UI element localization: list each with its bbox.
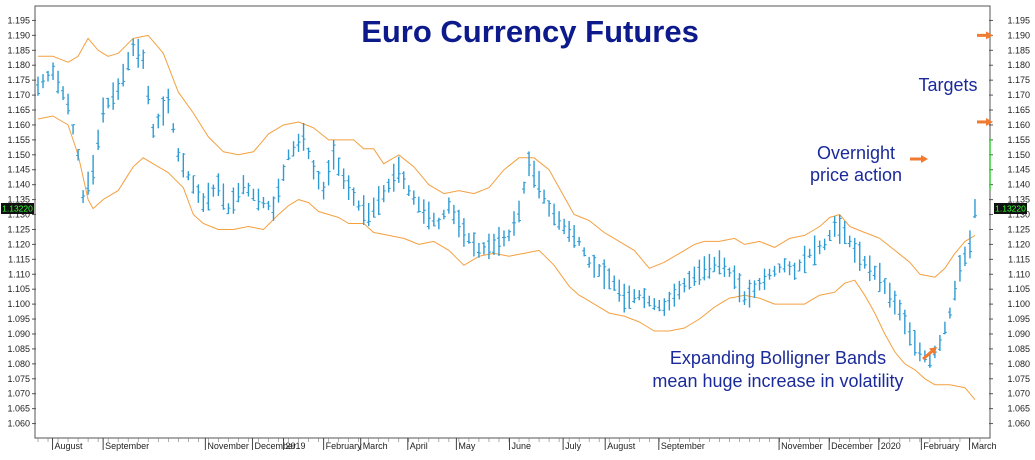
y-tick-label-right: 1.195 [1007, 15, 1030, 25]
last-price-tag-left-text: 1.13220 [2, 204, 33, 214]
x-tick-label: August [55, 441, 84, 451]
y-tick-label-right: 1.160 [1007, 120, 1030, 130]
x-tick-label: July [565, 441, 582, 451]
x-tick-label: April [410, 441, 428, 451]
x-tick-label: 2019 [286, 441, 306, 451]
y-tick-label-right: 1.110 [1008, 269, 1030, 279]
y-tick-label-right: 1.115 [1008, 254, 1030, 264]
chart-title: Euro Currency Futures [361, 14, 699, 49]
y-tick-label-right: 1.080 [1007, 359, 1030, 369]
y-tick-label-left: 1.065 [7, 404, 30, 414]
x-tick-label: September [105, 441, 149, 451]
y-tick-label-left: 1.180 [7, 60, 30, 70]
arrow-head [986, 117, 993, 126]
y-tick-label-right: 1.070 [1007, 389, 1030, 399]
y-tick-label-left: 1.135 [7, 195, 30, 205]
y-tick-label-left: 1.090 [7, 329, 30, 339]
y-tick-label-right: 1.105 [1007, 284, 1030, 294]
annotation-bands-line1: Expanding Bolligner Bands [670, 348, 886, 368]
y-tick-label-left: 1.105 [7, 284, 30, 294]
y-tick-label-left: 1.145 [7, 165, 30, 175]
y-tick-label-left: 1.130 [7, 210, 30, 220]
y-tick-label-right: 1.060 [1007, 419, 1030, 429]
upper-bollinger-band [38, 34, 976, 278]
last-price-tag-left [1, 203, 34, 214]
x-tick-label: December [254, 441, 296, 451]
target-arrow-upper [977, 31, 993, 40]
y-tick-label-right: 1.140 [1007, 180, 1030, 190]
x-tick-label: May [458, 441, 476, 451]
y-tick-label-right: 1.130 [1007, 210, 1030, 220]
x-tick-label: June [512, 441, 532, 451]
x-tick-label: November [207, 441, 249, 451]
y-tick-label-right: 1.165 [1007, 105, 1030, 115]
x-tick-label: September [661, 441, 705, 451]
y-tick-label-right: 1.190 [1007, 30, 1030, 40]
y-tick-label-left: 1.125 [7, 224, 30, 234]
y-tick-label-right: 1.075 [1007, 374, 1030, 384]
y-tick-label-right: 1.155 [1007, 135, 1030, 145]
overnight-arrow [910, 155, 928, 163]
y-tick-label-left: 1.170 [7, 90, 30, 100]
x-tick-label: March [971, 441, 996, 451]
x-tick-label: March [363, 441, 388, 451]
y-tick-label-right: 1.185 [1007, 45, 1030, 55]
lower-bollinger-band [37, 115, 976, 401]
x-tick-label: November [781, 441, 823, 451]
y-tick-label-left: 1.190 [7, 30, 30, 40]
bands-arrow [922, 347, 937, 361]
y-tick-label-left: 1.110 [8, 269, 30, 279]
y-tick-label-right: 1.120 [1007, 239, 1030, 249]
arrow-head [921, 155, 928, 163]
y-tick-label-left: 1.140 [7, 180, 30, 190]
y-tick-label-left: 1.185 [7, 45, 30, 55]
y-tick-label-right: 1.125 [1007, 224, 1030, 234]
y-tick-label-left: 1.195 [7, 15, 30, 25]
y-tick-label-left: 1.165 [7, 105, 30, 115]
y-tick-label-left: 1.150 [7, 150, 30, 160]
annotation-targets: Targets [918, 75, 977, 95]
y-tick-label-right: 1.135 [1007, 195, 1030, 205]
y-tick-label-right: 1.170 [1007, 90, 1030, 100]
y-tick-label-left: 1.085 [7, 344, 30, 354]
y-tick-label-right: 1.175 [1007, 75, 1030, 85]
arrow-head [986, 31, 993, 40]
y-tick-label-right: 1.145 [1007, 165, 1030, 175]
y-tick-label-left: 1.115 [8, 254, 30, 264]
y-tick-label-left: 1.095 [7, 314, 30, 324]
last-price-tag-right [994, 203, 1027, 214]
target-arrow-lower [977, 117, 993, 126]
annotation-bands-line2: mean huge increase in volatility [652, 371, 903, 391]
y-tick-label-right: 1.150 [1007, 150, 1030, 160]
y-tick-label-right: 1.065 [1007, 404, 1030, 414]
y-tick-label-right: 1.180 [1007, 60, 1030, 70]
x-tick-label: February [923, 441, 960, 451]
x-tick-label: December [831, 441, 873, 451]
y-tick-label-left: 1.175 [7, 75, 30, 85]
annotation-overnight-line1: Overnight [817, 143, 895, 163]
y-tick-label-right: 1.095 [1007, 314, 1030, 324]
y-tick-label-right: 1.090 [1007, 329, 1030, 339]
arrow-head [929, 347, 937, 355]
annotation-overnight-line2: price action [810, 165, 902, 185]
x-tick-label: August [607, 441, 636, 451]
y-tick-label-left: 1.100 [7, 299, 30, 309]
y-tick-label-left: 1.155 [7, 135, 30, 145]
last-price-tag-right-text: 1.13220 [995, 204, 1026, 214]
x-tick-label: 2020 [881, 441, 901, 451]
y-tick-label-left: 1.070 [7, 389, 30, 399]
y-tick-label-right: 1.085 [1007, 344, 1030, 354]
y-tick-label-left: 1.120 [7, 239, 30, 249]
arrow-shaft [922, 350, 933, 361]
y-tick-label-right: 1.100 [1007, 299, 1030, 309]
y-tick-label-left: 1.160 [7, 120, 30, 130]
y-tick-label-left: 1.060 [7, 419, 30, 429]
y-tick-label-left: 1.080 [7, 359, 30, 369]
x-tick-label: February [326, 441, 363, 451]
y-tick-label-left: 1.075 [7, 374, 30, 384]
